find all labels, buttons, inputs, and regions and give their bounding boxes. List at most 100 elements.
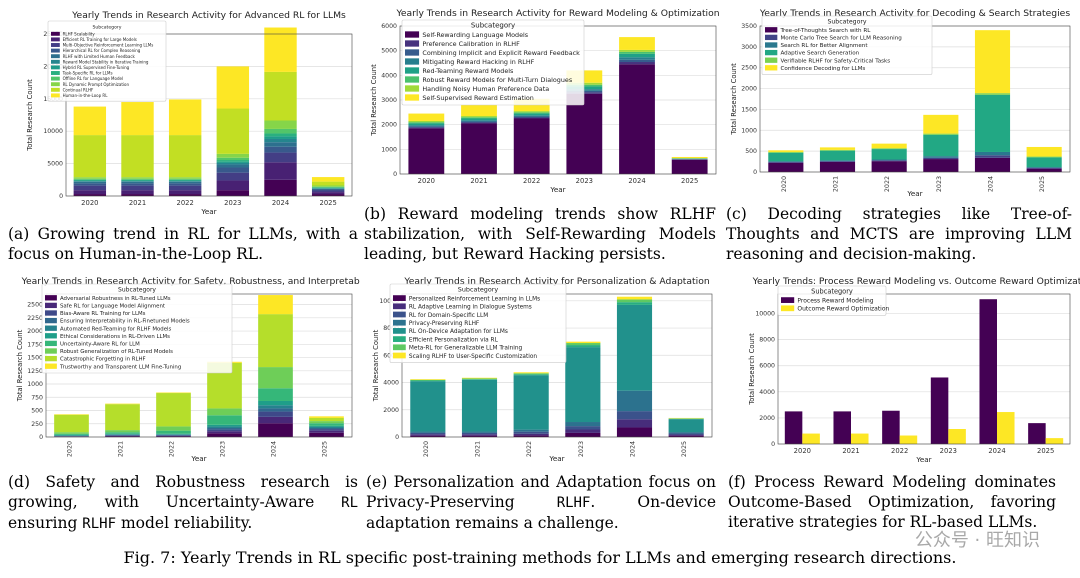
legend-entry: Robust Generalization of RL-Tuned Models xyxy=(60,349,173,355)
bar-segment xyxy=(461,377,498,379)
x-axis-label: Year xyxy=(200,207,216,216)
chart-panel-a: Yearly Trends in Research Activity for A… xyxy=(8,6,360,218)
bar-segment xyxy=(216,180,250,191)
bar-segment xyxy=(513,113,550,116)
legend-swatch xyxy=(393,352,406,359)
bar-segment xyxy=(565,341,601,344)
bar-segment xyxy=(408,122,445,124)
legend-swatch xyxy=(393,295,406,301)
bar-segment xyxy=(216,160,250,162)
bar-segment xyxy=(819,150,856,161)
legend-swatch xyxy=(45,340,57,347)
y-tick-label: 1250 xyxy=(27,368,43,375)
bar-segment xyxy=(513,115,550,117)
bar-segment xyxy=(105,430,140,433)
bar-segment xyxy=(871,159,907,161)
bar-segment xyxy=(309,421,344,424)
bar-segment xyxy=(513,375,549,430)
legend-entry: Trustworthy and Transparent LLM Fine-Tun… xyxy=(59,364,181,370)
legend-entry: Offline RL for Language Model xyxy=(63,76,123,81)
x-tick-label: 2021 xyxy=(117,441,125,457)
y-tick-label: 500 xyxy=(31,408,43,415)
bar-segment xyxy=(619,57,655,60)
chart-panel-c: Yearly Trends in Research Activity for D… xyxy=(726,4,1080,202)
chart-e: Yearly Trends in Research Activity for P… xyxy=(372,276,713,463)
bar-segment xyxy=(168,135,202,178)
legend-swatch xyxy=(765,65,778,71)
legend-swatch xyxy=(393,303,406,310)
y-tick-label: 1500 xyxy=(27,355,43,362)
y-tick-label: 3000 xyxy=(381,97,397,104)
x-tick-label: 2022 xyxy=(177,199,194,207)
legend-swatch xyxy=(45,317,57,324)
bar-segment xyxy=(819,160,856,162)
legend-swatch xyxy=(51,48,60,53)
bar-segment xyxy=(168,99,202,136)
legend-entry: Efficient RL Training for Large Models xyxy=(63,37,137,42)
y-axis-label: Total Research Count xyxy=(16,329,24,402)
bar-segment xyxy=(616,304,653,391)
legend-entry: Personalized Reinforcement Learning in L… xyxy=(409,296,540,302)
legend-box xyxy=(761,15,933,75)
y-tick-label: 10000 xyxy=(755,311,775,318)
legend-swatch xyxy=(405,67,420,74)
legend-swatch xyxy=(51,59,60,64)
bar-segment xyxy=(974,155,1011,158)
bar xyxy=(784,411,803,444)
bar-segment xyxy=(258,314,293,368)
bar-segment xyxy=(513,372,549,374)
caption-text: (f) Process Reward Modeling dominates Ou… xyxy=(728,473,1056,531)
legend-swatch xyxy=(45,295,57,301)
bar-segment xyxy=(309,429,344,431)
bar xyxy=(1028,423,1046,444)
legend-entry: Catastrophic Forgetting in RLHF xyxy=(60,357,146,363)
bar-segment xyxy=(616,299,653,303)
bar-segment xyxy=(461,379,498,432)
legend-swatch xyxy=(405,85,420,92)
bar-segment xyxy=(819,149,856,151)
bar-segment xyxy=(565,426,601,430)
bar-segment xyxy=(408,128,445,174)
bar-segment xyxy=(408,120,445,123)
legend-entry: Robust Reward Models for Multi-Turn Dial… xyxy=(422,76,572,84)
bar-segment xyxy=(207,424,242,427)
bar-segment xyxy=(668,419,704,433)
y-tick-label: 2000 xyxy=(383,407,399,414)
bar-segment xyxy=(668,432,704,434)
bar-segment xyxy=(311,192,345,195)
y-tick-label: 0 xyxy=(39,434,43,441)
x-tick-label: 2021 xyxy=(470,177,487,185)
bar-segment xyxy=(121,181,154,182)
bar-segment xyxy=(461,435,498,437)
bar-segment xyxy=(121,135,154,178)
legend-swatch xyxy=(51,93,60,98)
bar-segment xyxy=(410,434,446,436)
legend-entry: RLHF with Limited Human Feedback xyxy=(63,54,136,59)
bar-segment xyxy=(258,405,293,409)
bar-segment xyxy=(73,183,107,186)
legend-entry: Meta-RL for Generalizable LLM Training xyxy=(409,346,523,352)
bar-segment xyxy=(105,404,140,431)
bar-segment xyxy=(105,432,140,434)
bar-segment xyxy=(616,411,653,420)
legend-swatch xyxy=(45,310,57,316)
x-tick-label: 2023 xyxy=(577,441,585,457)
bar-segment xyxy=(168,194,202,196)
bar-segment xyxy=(156,430,191,434)
x-tick-label: 2021 xyxy=(129,199,146,207)
bar xyxy=(833,411,851,444)
legend-swatch xyxy=(45,302,57,309)
bar-segment xyxy=(871,143,907,149)
y-tick-label: 2250 xyxy=(27,315,43,322)
legend-entry: Confidence Decoding for LLMs xyxy=(780,66,865,72)
bar-segment xyxy=(461,379,498,380)
caption-text: RLHF xyxy=(556,495,591,511)
bar xyxy=(948,429,966,444)
chart-title: Yearly Trends in Research Activity for D… xyxy=(759,8,1070,19)
bar-segment xyxy=(216,108,250,154)
bar-segment xyxy=(410,379,446,381)
legend-title: Subcategory xyxy=(458,286,499,294)
bar xyxy=(899,435,918,444)
bar-segment xyxy=(156,426,191,431)
bar-segment xyxy=(168,180,202,182)
